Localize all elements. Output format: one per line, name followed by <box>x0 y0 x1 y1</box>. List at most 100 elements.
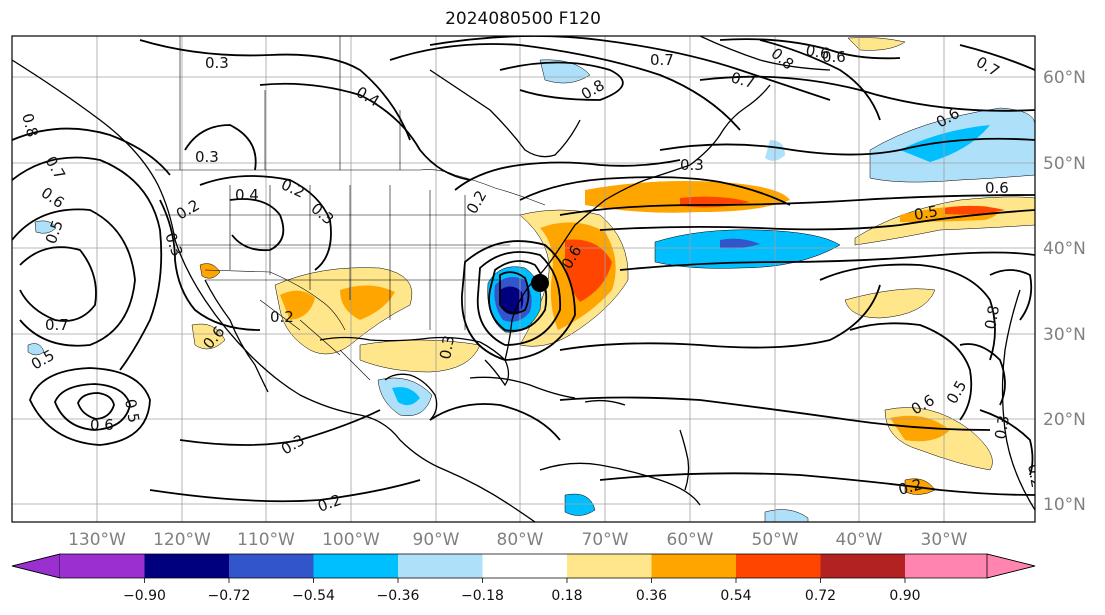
coast-hispaniola <box>584 399 626 406</box>
lon-label: 120°W <box>153 530 211 550</box>
contour-pacific-low-inner <box>77 392 115 420</box>
lon-label: 40°W <box>836 530 883 550</box>
shade-pacific-positive-1 <box>199 263 221 279</box>
shade-mid-atlantic-positive-core <box>890 415 950 442</box>
contour-east-0.6 <box>959 343 1006 406</box>
contour-label: 0.6 <box>90 416 114 434</box>
contour-label: 0.2 <box>1024 463 1046 490</box>
contour-south-0.3c <box>979 409 1034 476</box>
contour-north-0.3 <box>139 39 411 141</box>
shade-east-atlantic-positive-red <box>945 205 1005 215</box>
contour-north-east-0.6 <box>959 44 1035 71</box>
contour-atlantic-0.7 <box>619 251 1035 271</box>
border-us-mexico <box>204 269 346 331</box>
coast-yucatan <box>384 373 438 421</box>
contour-west-gyre-1 <box>12 208 136 347</box>
shade-pacific-positive-2 <box>191 323 226 350</box>
border-us-canada <box>155 169 546 206</box>
contour-label: 0.3 <box>680 156 704 174</box>
contour-central-0.3b <box>159 199 261 331</box>
contour-hurricane-4 <box>499 271 530 314</box>
lon-label: 60°W <box>667 530 714 550</box>
lat-label: 10°N <box>1043 495 1086 515</box>
contour-south-0.2c <box>599 472 1035 496</box>
colorbar-tick-label: 0.36 <box>636 588 667 604</box>
shade-south-negative-2 <box>764 509 809 522</box>
coast-gulf-of-mexico <box>319 336 510 387</box>
contour-label: 0.3 <box>205 54 229 72</box>
grid-lines <box>12 36 1035 522</box>
contour-central-0.2b <box>229 198 285 252</box>
lon-label: 130°W <box>68 530 126 550</box>
colorbar-tick-label: −0.72 <box>208 588 251 604</box>
lon-label: 110°W <box>237 530 295 550</box>
shaded-fields <box>27 37 1035 522</box>
contour-label: 0.7 <box>45 316 69 334</box>
shade-caribbean-south-negative <box>564 493 596 516</box>
contour-label: 0.6 <box>822 48 846 66</box>
contour-label: 0.6 <box>804 41 831 63</box>
colorbar-extend-left <box>11 553 61 579</box>
colorbar: −0.90 −0.72 −0.54 −0.36 −0.18 0.18 0.36 … <box>11 553 1036 604</box>
colorbar-tick-label: −0.54 <box>292 588 335 604</box>
coast-south-america <box>539 462 701 506</box>
contour-south-0.3b <box>429 403 561 441</box>
contour-south-0.3 <box>179 409 381 446</box>
colorbar-segment <box>651 554 736 578</box>
contour-label: 0.2 <box>270 308 294 326</box>
shade-pacific-negative-2 <box>27 343 45 356</box>
coast-baja <box>204 279 269 393</box>
contour-greenland-0.6 <box>759 39 881 121</box>
shade-atlantic-negative-band <box>654 229 841 269</box>
map-title: 2024080500 F120 <box>445 9 601 29</box>
coast-pacific-northwest <box>12 59 536 522</box>
contour-pacific-low-mid <box>54 383 131 431</box>
contour-label: 0.8 <box>18 111 42 139</box>
coast-us-east <box>504 164 691 361</box>
border-mexico-states <box>259 299 371 381</box>
contour-north-east-0.7 <box>699 75 1035 112</box>
colorbar-tick-label: 0.90 <box>889 588 920 604</box>
contour-east-0.8 <box>989 269 1033 321</box>
contour-hurricane-3 <box>461 240 576 361</box>
coastlines <box>12 36 1035 522</box>
coast-cuba <box>469 376 576 399</box>
colorbar-tick-label: −0.36 <box>377 588 420 604</box>
contour-north-east-0.8 <box>719 38 901 60</box>
contour-atlantic-0.5 <box>559 194 1035 216</box>
map-frame-content: 0.3 0.2 0.3 0.4 0.2 0.3 0.2 0.3 0.5 0.6 … <box>12 36 1046 522</box>
shade-hurricane-negative-core <box>500 286 524 315</box>
longitude-axis-labels: 130°W 120°W 110°W 100°W 90°W 80°W 70°W 6… <box>68 530 968 550</box>
colorbar-segment <box>567 554 652 578</box>
contour-pacific-low-outer <box>29 367 151 446</box>
border-states-2 <box>160 214 520 281</box>
colorbar-segment <box>229 554 314 578</box>
colorbar-extend-right <box>986 553 1036 579</box>
lat-label: 30°N <box>1043 325 1086 345</box>
contour-label: 0.3 <box>195 148 219 166</box>
shade-north-positive <box>847 37 906 51</box>
colorbar-segment <box>905 554 987 578</box>
coast-lesser-antilles <box>679 429 690 491</box>
contour-north-0.4 <box>259 82 471 181</box>
lon-label: 80°W <box>497 530 544 550</box>
contour-atlantic-0.6 <box>599 209 1035 231</box>
contour-south-0.2b <box>559 396 991 431</box>
shade-pacific-negative-1 <box>34 220 57 234</box>
lat-label: 20°N <box>1043 410 1086 430</box>
contour-lines <box>12 36 1035 503</box>
storm-center-marker <box>531 274 549 292</box>
colorbar-segment <box>313 554 398 578</box>
lat-label: 40°N <box>1043 239 1086 259</box>
shade-east-coast-positive-inner <box>565 239 612 302</box>
contour-subtropic-1 <box>559 284 881 351</box>
border-states-1 <box>229 185 466 330</box>
contour-label: 0.7 <box>729 68 757 92</box>
contour-label: 0.6 <box>985 179 1009 197</box>
map-frame <box>11 35 1036 523</box>
contour-label: 0.5 <box>121 398 143 425</box>
colorbar-segment <box>736 554 821 578</box>
colorbar-tick-label: −0.18 <box>461 588 504 604</box>
lon-label: 70°W <box>582 530 629 550</box>
